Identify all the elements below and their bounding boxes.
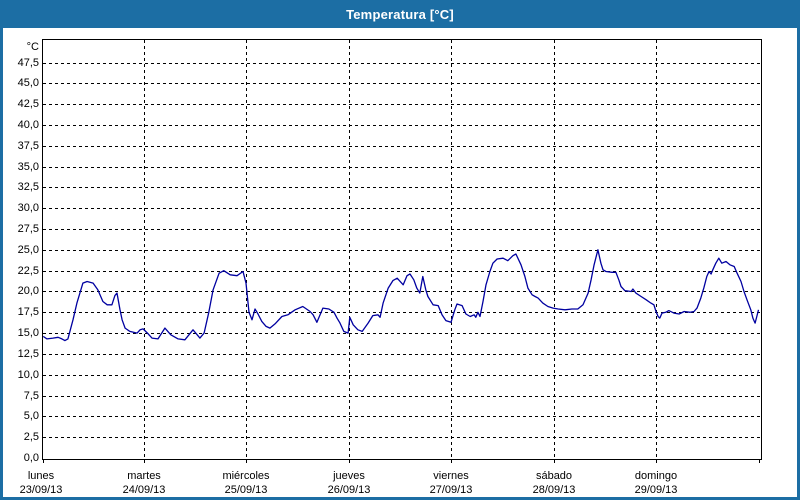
x-tick-mark	[349, 459, 350, 463]
y-tick-label: 20,0	[17, 285, 39, 297]
y-tick-label: 25,0	[17, 244, 39, 256]
y-tick-label: 45,0	[17, 77, 39, 89]
y-tick-label: 35,0	[17, 161, 39, 173]
title-bar[interactable]: Temperatura [°C]	[0, 0, 800, 28]
y-tick-label: 5,0	[23, 410, 39, 422]
y-tick-label: 22,5	[17, 265, 39, 277]
x-tick-mark	[43, 459, 44, 463]
y-tick-label: 30,0	[17, 202, 39, 214]
x-day-label: sábado	[535, 470, 573, 482]
x-day-label: jueves	[333, 470, 365, 482]
y-tick-label: 12,5	[17, 348, 39, 360]
x-tick-mark	[759, 459, 760, 463]
x-tick-mark	[144, 459, 145, 463]
chart-area: °C 0,0 2,5 5,0 7,5 10,0 12,5 15,0 17,5 20,0 22,5 2…	[3, 28, 797, 497]
x-tick-mark	[451, 459, 452, 463]
y-tick-label: 32,5	[17, 181, 39, 193]
y-tick-label: 17,5	[17, 306, 39, 318]
x-day-label: martes	[127, 470, 161, 482]
chart-plot-svg	[43, 40, 761, 458]
y-tick-label: 7,5	[23, 390, 39, 402]
y-axis-unit-label: °C	[26, 41, 39, 53]
y-tick-label: 15,0	[17, 327, 39, 339]
x-day-label: viernes	[433, 470, 469, 482]
y-tick-label: 47,5	[17, 57, 39, 69]
x-tick-mark	[246, 459, 247, 463]
x-date-label: 24/09/13	[122, 484, 166, 496]
plot-frame	[42, 39, 762, 460]
temperature-line	[43, 249, 760, 342]
x-tick-mark	[554, 459, 555, 463]
y-tick-label: 2,5	[23, 431, 39, 443]
x-date-label: 27/09/13	[429, 484, 473, 496]
y-tick-label: 0,0	[23, 452, 39, 464]
x-date-label: 25/09/13	[224, 484, 268, 496]
x-date-label: 29/09/13	[634, 484, 678, 496]
x-day-label: lunes	[27, 470, 55, 482]
x-date-label: 23/09/13	[19, 484, 63, 496]
x-date-label: 28/09/13	[532, 484, 576, 496]
y-tick-label: 27,5	[17, 223, 39, 235]
x-day-label: domingo	[634, 470, 678, 482]
y-tick-label: 42,5	[17, 98, 39, 110]
x-date-label: 26/09/13	[327, 484, 371, 496]
x-day-label: miércoles	[222, 470, 270, 482]
y-tick-label: 10,0	[17, 369, 39, 381]
y-tick-label: 37,5	[17, 140, 39, 152]
x-tick-mark	[656, 459, 657, 463]
window-title: Temperatura [°C]	[346, 6, 454, 22]
y-tick-label: 40,0	[17, 119, 39, 131]
